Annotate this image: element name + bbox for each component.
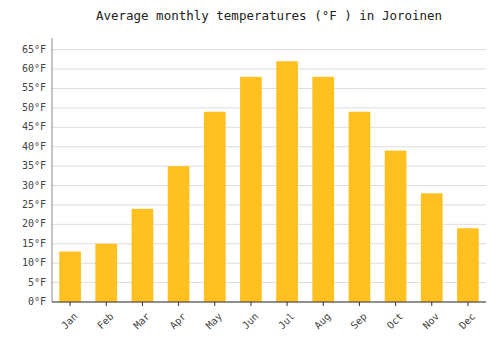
bar [276,61,298,302]
grid-line [52,127,486,128]
x-tick [323,302,324,306]
y-tick-label: 35°F [22,160,46,171]
x-tick-label: Dec [457,311,478,332]
x-axis: Jan Feb Mar Apr May Jun Jul Aug Sep Oct Nov Dec [52,302,486,331]
x-tick [178,302,179,306]
y-tick-label: 0°F [28,296,46,307]
bar [457,228,479,302]
y-tick-label: 15°F [22,238,46,249]
bar [421,193,443,302]
x-tick-label: Oct [385,311,406,332]
grid-line [52,185,486,186]
bar [59,252,81,302]
bar [312,77,334,302]
grid-line [52,88,486,89]
x-tick [106,302,107,306]
x-tick [70,302,71,306]
x-tick [142,302,143,306]
y-tick-label: 20°F [22,218,46,229]
y-tick-label: 5°F [28,277,46,288]
y-tick-label: 65°F [22,44,46,55]
bar [95,244,117,302]
x-tick-label: Feb [95,311,116,332]
x-axis-line [52,302,486,303]
y-tick-label: 50°F [22,102,46,113]
y-axis: 0°F 5°F 10°F 15°F 20°F 25°F 30°F 35°F 40°F 45°F 50… [22,38,52,307]
x-tick [431,302,432,306]
grid-line [52,69,486,70]
bar [240,77,262,302]
y-axis-line [52,38,53,302]
x-tick [395,302,396,306]
x-tick-label: Jul [276,311,297,332]
grid-line [52,107,486,108]
grid-line [52,49,486,50]
bar [385,151,407,302]
x-tick-label: Nov [421,311,442,332]
bar [349,112,371,302]
y-tick-label: 30°F [22,180,46,191]
bar [204,112,226,302]
grid-line [52,302,486,303]
y-tick-label: 40°F [22,141,46,152]
grid [52,50,486,302]
y-tick-label: 10°F [22,257,46,268]
grid-line [52,146,486,147]
x-tick-label: Mar [131,311,152,332]
y-tick-label: 60°F [22,63,46,74]
chart-container: 0°F 5°F 10°F 15°F 20°F 25°F 30°F 35°F 40°F 45°F 50… [0,0,500,350]
bar [168,166,190,302]
chart: 0°F 5°F 10°F 15°F 20°F 25°F 30°F 35°F 40°F 45°F 50… [0,0,500,350]
y-tick-label: 45°F [22,121,46,132]
y-tick-label: 25°F [22,199,46,210]
x-tick [214,302,215,306]
x-tick [467,302,468,306]
x-tick-label: Apr [168,311,189,332]
title: Average monthly temperatures (°F ) in Jo… [96,8,442,23]
x-tick [359,302,360,306]
y-tick-label: 55°F [22,82,46,93]
x-tick-label: Jun [240,311,261,332]
bars [59,61,479,302]
x-tick-label: Sep [348,311,369,332]
grid-line [52,166,486,167]
x-tick [250,302,251,306]
x-tick [287,302,288,306]
x-tick-label: Aug [312,311,333,332]
x-tick-label: May [204,311,225,332]
x-tick-label: Jan [59,311,80,332]
bar [132,209,154,302]
